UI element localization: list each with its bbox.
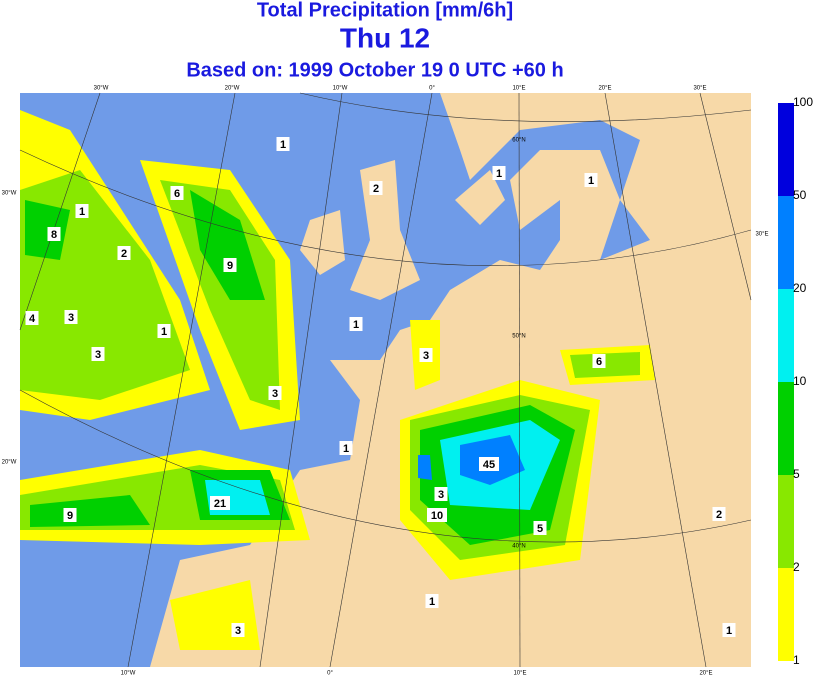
map-label: 3 [68, 312, 74, 324]
map-label: 45 [483, 459, 495, 471]
label-box [592, 354, 606, 368]
label-box [157, 324, 171, 338]
label-box [64, 310, 78, 324]
label-box [170, 186, 184, 200]
map-label: 8 [51, 229, 57, 241]
label-box [533, 521, 547, 535]
graticule-label: 20°W [225, 86, 240, 92]
label-box [75, 204, 89, 218]
map [19, 92, 752, 668]
graticule-label: 10°W [121, 671, 136, 677]
graticule-label: 10°E [513, 671, 526, 677]
graticule-label: 50°N [512, 334, 525, 340]
map-label: 1 [353, 319, 359, 331]
graticule-label: 20°E [598, 86, 611, 92]
label-box [223, 258, 237, 272]
graticule-label: 20°E [699, 671, 712, 677]
map-label: 1 [343, 443, 349, 455]
map-label: 1 [161, 326, 167, 338]
map-label: 3 [95, 349, 101, 361]
map-label: 5 [537, 523, 543, 535]
label-box [231, 623, 245, 637]
label-box [434, 487, 448, 501]
graticule [19, 92, 752, 668]
map-label: 1 [588, 175, 594, 187]
label-box [427, 508, 447, 522]
map-label: 3 [235, 625, 241, 637]
label-box [91, 347, 105, 361]
graticule-label: 10°E [512, 86, 525, 92]
map-label: 3 [423, 350, 429, 362]
colorbar-segment [778, 382, 794, 475]
colorbar-label: 10 [793, 374, 807, 388]
colorbar-label: 20 [793, 281, 807, 295]
label-box [722, 623, 736, 637]
colorbar-label: 1 [793, 653, 800, 667]
label-box [339, 441, 353, 455]
map-label: 9 [67, 510, 73, 522]
label-box [419, 348, 433, 362]
map-label: 2 [373, 183, 379, 195]
graticule-label: 30°E [755, 232, 768, 238]
map-label: 1 [726, 625, 732, 637]
label-box [712, 507, 726, 521]
map-label: 1 [280, 139, 286, 151]
day: Thu 12 [340, 22, 430, 53]
label-box [210, 496, 230, 510]
map-label: 1 [429, 596, 435, 608]
graticule-label: 0° [429, 86, 435, 92]
label-box [47, 227, 61, 241]
map-label: 10 [431, 510, 443, 522]
label-box [479, 457, 499, 471]
map-label: 2 [716, 509, 722, 521]
colorbar-label: 100 [793, 95, 813, 109]
colorbar-label: 5 [793, 467, 800, 481]
label-box [349, 317, 363, 331]
graticule-label: 0° [327, 671, 333, 677]
colorbar-segment [778, 289, 794, 382]
label-box [117, 246, 131, 260]
based-on: Based on: 1999 October 19 0 UTC +60 h [186, 59, 563, 81]
title: Total Precipitation [mm/6h] [257, 0, 513, 21]
colorbar-label: 2 [793, 560, 800, 574]
map-label: 1 [496, 168, 502, 180]
graticule-label: 10°W [333, 86, 348, 92]
map-label: 2 [121, 248, 127, 260]
map-label: 6 [596, 356, 602, 368]
label-box [492, 166, 506, 180]
label-box [425, 594, 439, 608]
map-label: 21 [214, 498, 226, 510]
graticule-label: 60°N [512, 138, 525, 144]
map-label: 1 [79, 206, 85, 218]
label-box [63, 508, 77, 522]
map-label: 6 [174, 188, 180, 200]
colorbar-segment [778, 103, 794, 196]
label-box [268, 386, 282, 400]
colorbar-label: 50 [793, 188, 807, 202]
label-box [25, 311, 39, 325]
label-box [584, 173, 598, 187]
map-label: 3 [272, 388, 278, 400]
label-box [369, 181, 383, 195]
map-label: 9 [227, 260, 233, 272]
graticule-label: 40°N [512, 544, 525, 550]
label-box [276, 137, 290, 151]
colorbar-segment [778, 475, 794, 568]
colorbar-segment [778, 196, 794, 289]
graticule-label: 30°W [94, 86, 109, 92]
graticule-label: 30°E [693, 86, 706, 92]
map-label: 4 [29, 313, 36, 325]
colorbar-segment [778, 568, 794, 661]
graticule-label: 30°W [2, 191, 17, 197]
map-label: 3 [438, 489, 444, 501]
graticule-label: 20°W [2, 460, 17, 466]
